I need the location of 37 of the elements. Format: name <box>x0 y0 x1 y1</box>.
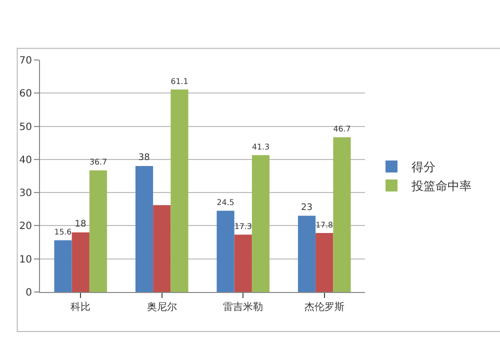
data-label: 17.3 <box>234 222 252 232</box>
bar <box>54 240 72 292</box>
y-tick-label: 50 <box>19 122 32 133</box>
data-label: 38 <box>138 153 150 164</box>
x-tick-label: 杰伦罗斯 <box>304 301 344 313</box>
y-tick-label: 0 <box>26 288 32 298</box>
legend-label: 投篮命中率 <box>410 179 472 194</box>
data-label: 24.5 <box>216 198 234 208</box>
bar <box>333 137 351 292</box>
y-tick-label: 30 <box>19 188 32 200</box>
bar <box>135 166 154 292</box>
x-tick-label: 奥尼尔 <box>146 301 177 313</box>
data-label: 23 <box>301 202 312 213</box>
bar <box>316 233 334 292</box>
bar <box>72 232 90 292</box>
data-label: 41.3 <box>252 142 270 152</box>
y-tick-label: 10 <box>19 254 32 266</box>
data-label: 17.8 <box>316 220 333 230</box>
bar <box>153 205 171 292</box>
y-tick-label: 60 <box>19 88 32 100</box>
x-tick-label: 科比 <box>70 301 91 313</box>
bar <box>234 234 252 292</box>
legend-label: 得分 <box>412 160 436 174</box>
y-tick-label: 40 <box>19 154 32 166</box>
data-label: 61.1 <box>170 76 188 86</box>
x-tick-label: 雷吉米勒 <box>223 301 264 313</box>
data-label: 46.7 <box>333 124 351 134</box>
bar <box>170 90 188 292</box>
data-label: 15.6 <box>54 228 72 237</box>
bar <box>216 210 234 292</box>
y-tick-label: 70 <box>19 56 32 66</box>
bar <box>252 155 270 292</box>
data-label: 18 <box>74 219 86 230</box>
data-label: 36.7 <box>89 158 108 167</box>
bar <box>298 216 316 292</box>
bar <box>89 170 108 292</box>
y-tick-label: 20 <box>19 221 32 232</box>
